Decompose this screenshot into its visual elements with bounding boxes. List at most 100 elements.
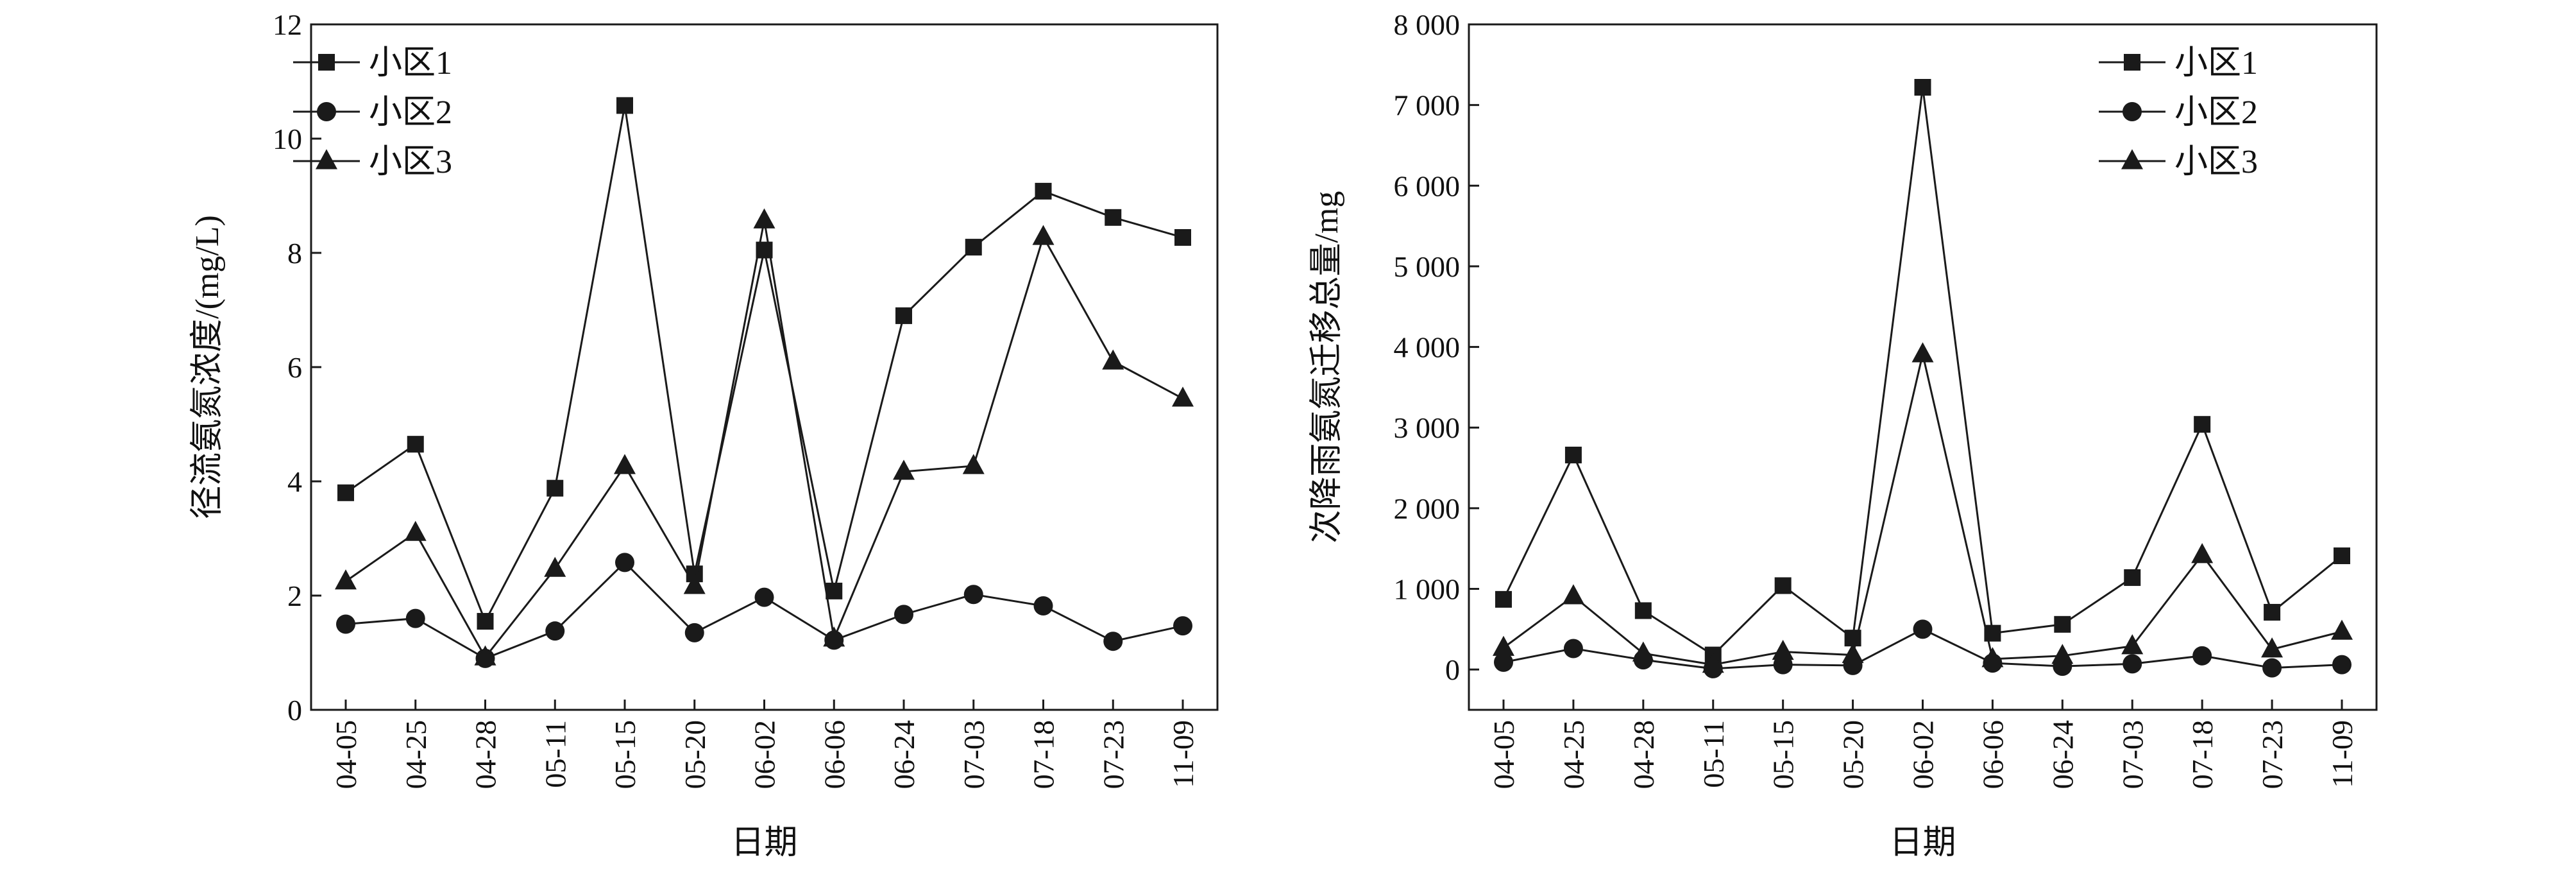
left-series-3-point <box>753 208 775 228</box>
right-x-tick-label: 05-15 <box>1767 720 1800 789</box>
right-series-2-point <box>1913 619 1933 639</box>
right-y-tick-label: 1 000 <box>1394 573 1461 606</box>
left-series-3-point <box>404 521 427 541</box>
right-series-1-point <box>1914 79 1931 96</box>
right-series-3-point <box>1911 342 1934 363</box>
left-series-1-point <box>826 582 843 599</box>
left-series-1-point <box>965 239 982 256</box>
right-series-2-point <box>2262 658 2282 678</box>
right-series-1-point <box>2124 569 2141 586</box>
left-legend-label-3: 小区3 <box>369 144 452 180</box>
left-series-3-point <box>1172 386 1194 407</box>
left-series-2-point <box>545 621 565 641</box>
left-series-2-line <box>345 561 1183 660</box>
right-series-2-point <box>2123 654 2142 674</box>
right-series-3-point <box>1632 641 1654 662</box>
left-series-2-point <box>1173 616 1192 636</box>
left-x-tick-label: 11-09 <box>1167 720 1199 788</box>
right-legend-marker-1 <box>2124 54 2140 71</box>
left-series-2-point <box>1103 632 1123 651</box>
right-x-tick-label: 04-25 <box>1557 720 1590 789</box>
left-series-3-point <box>683 574 706 594</box>
right-x-tick-label: 06-06 <box>1976 720 2009 789</box>
left-series-3-point <box>544 556 566 577</box>
right-x-tick-label: 05-20 <box>1837 720 1870 789</box>
right-series-3-point <box>1562 584 1584 605</box>
right-legend-label-2: 小区2 <box>2174 94 2258 131</box>
left-series-2-point <box>615 553 634 572</box>
right-x-tick-label: 07-18 <box>2186 720 2219 789</box>
left-x-tick-label: 05-15 <box>609 720 641 789</box>
left-series-2-point <box>684 623 704 642</box>
left-y-tick-label: 4 <box>287 465 302 498</box>
left-series-3-point <box>474 645 496 666</box>
left-x-tick-label: 07-18 <box>1028 720 1060 789</box>
right-legend-label-1: 小区1 <box>2174 45 2258 82</box>
left-series-3-point <box>962 454 985 474</box>
left-y-tick-label: 8 <box>287 237 302 270</box>
right-x-tick-label: 07-03 <box>2116 720 2149 789</box>
right-series-2-point <box>1563 639 1583 658</box>
right-legend-marker-2 <box>2123 102 2142 121</box>
left-x-tick-label: 05-11 <box>539 720 572 788</box>
left-series-3-point <box>614 454 636 474</box>
right-series-1-point <box>1634 602 1652 619</box>
right-series-3-point <box>1493 635 1514 656</box>
left-y-axis-title: 径流氨氮浓度/(mg/L) <box>189 215 226 519</box>
left-series-3-point <box>823 626 845 647</box>
left-series-3-point <box>893 460 915 480</box>
right-series-3-line <box>1503 354 2343 666</box>
left-series-2-point <box>894 605 913 624</box>
right-y-tick-label: 3 000 <box>1394 411 1461 444</box>
left-x-tick-label: 04-28 <box>470 720 502 789</box>
right-x-tick-label: 06-02 <box>1907 720 1940 789</box>
left-y-tick-label: 10 <box>273 123 302 155</box>
right-series-3-point <box>1772 639 1794 660</box>
left-x-tick-label: 06-02 <box>749 720 781 789</box>
right-y-tick-label: 2 000 <box>1394 492 1461 525</box>
right-y-axis-title: 次降雨氨氮迁移总量/mg <box>1309 191 1345 544</box>
left-series-2-point <box>754 587 774 607</box>
left-chart: 0 2 4 6 8 10 12 04-05 04-25 04-28 05-11 05-15 05-20 0… <box>189 8 1219 861</box>
right-y-tick-label: 0 <box>1445 653 1460 686</box>
right-x-tick-label: 06-24 <box>2046 720 2079 789</box>
left-series-1-point <box>616 97 633 114</box>
right-legend-marker-3 <box>2121 149 2143 169</box>
left-y-tick-label: 0 <box>287 694 302 727</box>
right-legend-label-3: 小区3 <box>2174 144 2258 180</box>
right-series-1-point <box>1774 577 1792 594</box>
right-series-3-point <box>2121 634 2144 655</box>
right-y-tick-label: 7 000 <box>1394 89 1461 122</box>
left-x-tick-label: 04-25 <box>400 720 432 789</box>
right-y-tick-label: 4 000 <box>1394 331 1461 364</box>
left-y-tick-label: 6 <box>287 351 302 384</box>
left-series-1-point <box>407 436 424 453</box>
left-series-1-point <box>895 307 912 324</box>
left-x-tick-label: 07-03 <box>958 720 990 789</box>
left-series-3-point <box>335 569 357 590</box>
left-series-2-point <box>1033 596 1053 616</box>
right-series-1-point <box>2194 416 2211 433</box>
left-x-tick-label: 06-24 <box>888 720 920 789</box>
left-legend-marker-2 <box>317 102 336 121</box>
right-series-3-point <box>1702 653 1724 673</box>
right-series-2-point <box>1773 655 1793 675</box>
right-series-1-point <box>1564 446 1582 463</box>
right-series-1-point <box>2334 547 2350 565</box>
right-x-axis-title: 日期 <box>1889 825 1956 861</box>
left-legend-label-2: 小区2 <box>369 94 452 131</box>
left-legend-marker-3 <box>316 149 337 169</box>
left-series-1-point <box>1174 228 1191 246</box>
right-chart: 0 1 000 2 000 3 000 4 000 5 000 6 000 7 000 8 00… <box>1309 8 2378 861</box>
left-series-1-point <box>337 484 354 501</box>
right-series-3-point <box>2191 543 2214 564</box>
right-y-tick-label: 8 000 <box>1394 8 1461 41</box>
left-legend-marker-1 <box>318 54 335 71</box>
left-series-2-point <box>963 585 983 605</box>
left-series-1-point <box>547 479 564 497</box>
left-x-axis-title: 日期 <box>731 825 797 861</box>
left-y-tick-label: 12 <box>273 8 302 41</box>
right-series-2-point <box>2332 655 2351 675</box>
